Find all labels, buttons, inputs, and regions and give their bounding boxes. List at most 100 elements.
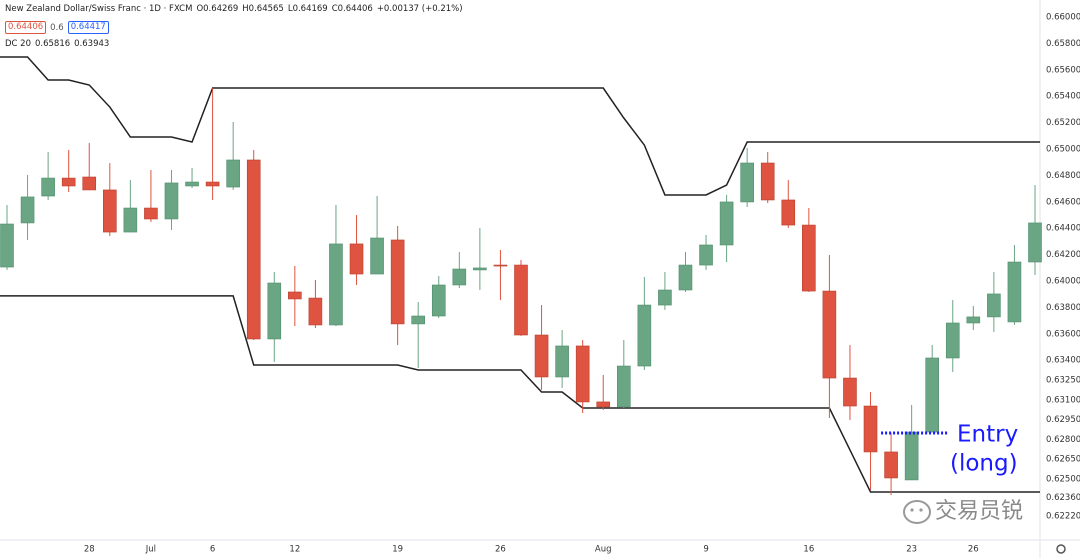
candle-body <box>945 322 960 359</box>
candle-body <box>802 224 816 292</box>
sell-price[interactable]: 0.64406 <box>5 21 47 34</box>
candle-body <box>41 177 55 197</box>
candle-body <box>884 451 898 479</box>
candle-body <box>61 177 76 187</box>
candle-body <box>904 431 919 481</box>
y-tick-label: 0.64600 <box>1046 197 1080 207</box>
candle-body <box>863 405 878 453</box>
candle-body <box>267 282 282 340</box>
candle-body <box>164 182 179 220</box>
y-tick-label: 0.62360 <box>1046 493 1080 503</box>
candle-body <box>185 181 199 187</box>
x-tick-label: 16 <box>803 545 814 555</box>
y-tick-label: 0.65200 <box>1046 118 1080 128</box>
indicator-value: 0.65816 <box>35 39 71 49</box>
candle-body <box>390 239 405 325</box>
candle-body <box>1007 261 1022 323</box>
candle-body <box>822 290 837 379</box>
y-tick-label: 0.63600 <box>1046 329 1080 339</box>
ohlc-value: C0.64406 <box>331 4 373 14</box>
candle-body <box>329 243 343 326</box>
candle-body <box>987 293 1001 318</box>
candle-body <box>288 291 302 300</box>
candle-body <box>411 315 426 325</box>
y-tick-label: 0.64000 <box>1046 277 1080 287</box>
candle-body <box>740 162 754 203</box>
x-tick-label: 26 <box>968 545 979 555</box>
candle-body <box>760 162 775 201</box>
watermark-icon <box>903 500 931 524</box>
candle-body <box>452 268 467 286</box>
candle-body <box>1028 222 1042 263</box>
candle-body <box>144 207 158 220</box>
x-tick-label: 6 <box>210 545 215 555</box>
candle-body <box>123 207 138 233</box>
annotation: (long) <box>950 450 1018 476</box>
indicator-value: 0.63943 <box>74 39 110 49</box>
settings-icon[interactable] <box>1056 544 1066 554</box>
candle-body <box>678 264 693 291</box>
candle-body <box>616 365 631 408</box>
candle-body <box>555 345 569 378</box>
candle-body <box>246 159 261 340</box>
channel-lower <box>0 295 1040 493</box>
candle-body <box>843 377 857 407</box>
y-tick-label: 0.62800 <box>1046 435 1080 445</box>
candle-body <box>0 223 14 268</box>
y-tick-label: 0.63100 <box>1046 395 1080 405</box>
y-tick-label: 0.62950 <box>1046 415 1080 425</box>
change-value: +0.00137 (+0.21%) <box>376 4 463 14</box>
candle-body <box>596 401 611 408</box>
symbol-title: New Zealand Dollar/Swiss Franc · 1D · FX… <box>5 4 193 14</box>
candle-body <box>226 159 240 188</box>
x-tick-label: 23 <box>906 545 917 555</box>
candle-body <box>719 201 734 246</box>
y-tick-label: 0.62220 <box>1046 511 1080 521</box>
y-tick-label: 0.64400 <box>1046 224 1080 234</box>
candle-body <box>82 176 97 191</box>
candle-body <box>658 289 672 306</box>
candle-body <box>431 284 446 317</box>
y-tick-label: 0.63250 <box>1046 376 1080 386</box>
y-tick-label: 0.64200 <box>1046 250 1080 260</box>
indicator-row: DC 20 0.65816 0.63943 <box>5 39 109 49</box>
y-tick-label: 0.65600 <box>1046 65 1080 75</box>
candle-body <box>308 297 323 326</box>
x-tick-label: 26 <box>495 545 506 555</box>
candle-body <box>20 196 35 224</box>
candle-body <box>370 237 384 275</box>
x-tick-label: 19 <box>392 545 403 555</box>
y-tick-label: 0.65400 <box>1046 92 1080 102</box>
y-tick-label: 0.63400 <box>1046 356 1080 366</box>
x-tick-label: Jul <box>145 545 156 555</box>
ohlc-value: H0.64565 <box>242 4 284 14</box>
candle-body <box>534 334 549 378</box>
ohlc-value: O0.64269 <box>196 4 239 14</box>
x-tick-label: 12 <box>289 545 300 555</box>
spread: 0.6 <box>50 22 64 33</box>
candle-body <box>349 243 364 275</box>
x-tick-label: 9 <box>703 545 708 555</box>
y-tick-label: 0.62650 <box>1046 455 1080 465</box>
candle-body <box>925 357 940 433</box>
ohlc-value: L0.64169 <box>287 4 328 14</box>
channel-upper <box>0 56 1040 196</box>
header-row: New Zealand Dollar/Swiss Franc · 1D · FX… <box>5 4 463 14</box>
candle-body <box>699 244 713 266</box>
candle-body <box>514 264 528 336</box>
y-tick-label: 0.64800 <box>1046 171 1080 181</box>
candle-body <box>103 189 117 233</box>
candle-body <box>637 304 652 367</box>
x-tick-label: Aug <box>595 545 612 555</box>
y-tick-label: 0.62500 <box>1046 475 1080 485</box>
annotation: Entry <box>957 421 1018 447</box>
indicator-name: DC 20 <box>5 39 31 49</box>
y-tick-label: 0.66000 <box>1046 13 1080 23</box>
buy-price[interactable]: 0.64417 <box>67 21 109 34</box>
candle-body <box>473 267 487 271</box>
candle-body <box>493 264 508 267</box>
candle-body <box>781 199 796 226</box>
candle-body <box>205 181 220 187</box>
